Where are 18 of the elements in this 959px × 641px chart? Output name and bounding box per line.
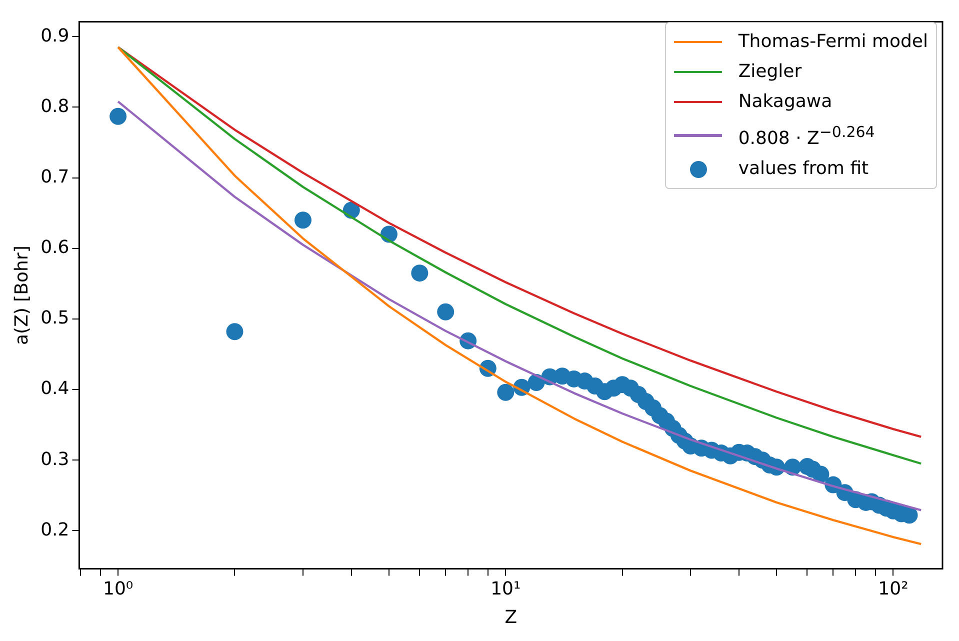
y-axis-title: a(Z) [Bohr]	[11, 246, 32, 345]
legend-label: Nakagawa	[738, 90, 832, 114]
y-tick-label: 0.5	[40, 308, 70, 329]
y-tick-label: 0.4	[40, 378, 70, 400]
y-tick-label: 0.3	[40, 448, 70, 470]
legend-label: 0.808 · Z$^{−0.264}$	[738, 122, 875, 151]
y-tick-label: 0.8	[40, 96, 70, 117]
x-tick-label: 10¹	[490, 578, 521, 600]
legend-label: Thomas-Fermi model	[738, 30, 928, 54]
y-tick-label: 0.6	[40, 237, 70, 258]
legend-label: Ziegler	[738, 60, 802, 84]
y-tick-label: 0.7	[40, 166, 70, 188]
legend-label: values from fit	[738, 157, 869, 181]
x-axis-title: Z	[504, 606, 518, 628]
y-tick-label: 0.9	[40, 25, 70, 46]
x-tick-label: 10²	[878, 578, 908, 600]
x-tick-label: 10⁰	[102, 578, 134, 600]
y-tick-label: 0.2	[40, 519, 70, 540]
